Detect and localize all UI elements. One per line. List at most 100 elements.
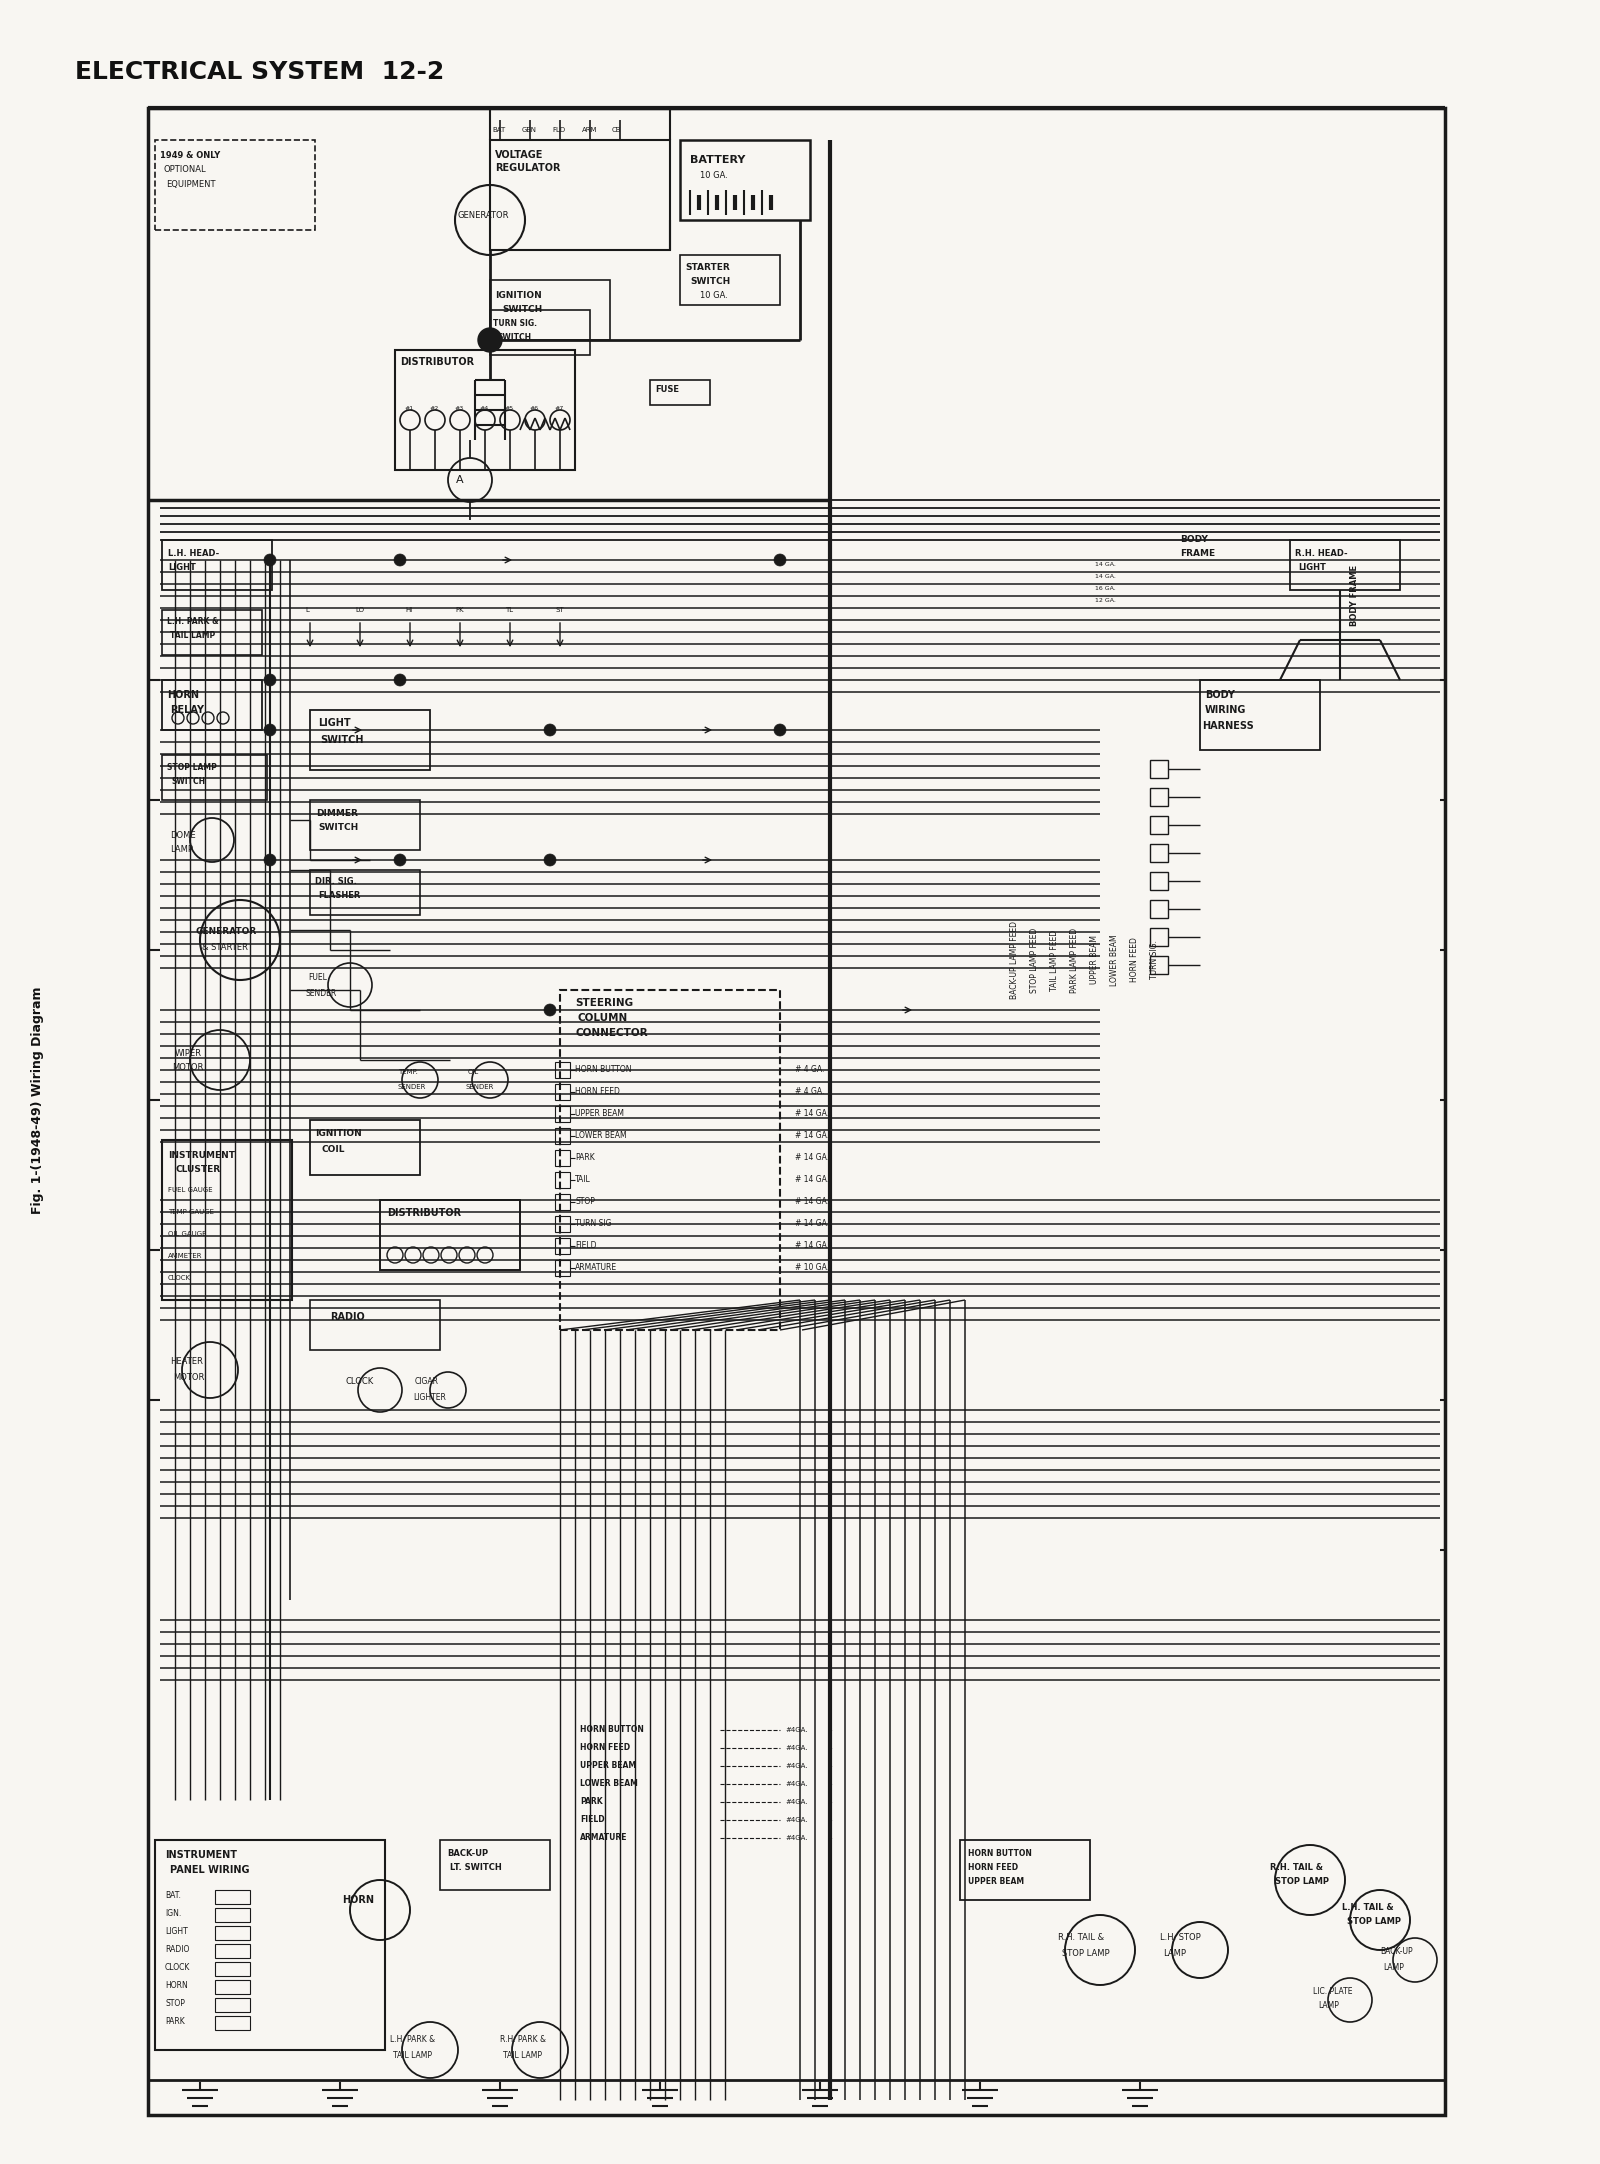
Bar xyxy=(1150,788,1168,805)
Text: HI: HI xyxy=(405,606,413,612)
Text: # 14 GA.: # 14 GA. xyxy=(795,1175,829,1184)
Text: 14 GA.: 14 GA. xyxy=(1094,573,1115,580)
Text: L.H. HEAD-: L.H. HEAD- xyxy=(168,550,219,558)
Text: LIGHT: LIGHT xyxy=(168,563,195,573)
Text: L.H. TAIL &: L.H. TAIL & xyxy=(1342,1904,1394,1913)
Bar xyxy=(555,1084,570,1099)
Text: PARK LAMP FEED: PARK LAMP FEED xyxy=(1070,928,1078,993)
Text: RADIO: RADIO xyxy=(165,1945,189,1954)
Circle shape xyxy=(544,855,557,866)
Text: SWITCH: SWITCH xyxy=(318,824,358,833)
Text: L.H. PARK &: L.H. PARK & xyxy=(390,2036,435,2045)
Bar xyxy=(1150,956,1168,974)
Text: UPPER BEAM: UPPER BEAM xyxy=(579,1761,637,1770)
Text: INSTRUMENT: INSTRUMENT xyxy=(165,1850,237,1861)
Text: 1949 & ONLY: 1949 & ONLY xyxy=(160,151,221,160)
Text: STOP: STOP xyxy=(165,2000,186,2008)
Bar xyxy=(490,279,610,340)
Text: SWITCH: SWITCH xyxy=(173,777,206,786)
Text: # 14 GA.: # 14 GA. xyxy=(795,1110,829,1119)
Text: SENDER: SENDER xyxy=(306,989,336,998)
Bar xyxy=(1150,928,1168,946)
Circle shape xyxy=(264,673,277,686)
Text: FIELD: FIELD xyxy=(574,1242,597,1251)
Text: CLOCK: CLOCK xyxy=(346,1378,373,1387)
Text: A: A xyxy=(456,476,464,485)
Text: COLUMN: COLUMN xyxy=(578,1013,627,1024)
Text: LIGHT: LIGHT xyxy=(165,1926,187,1935)
Text: -: - xyxy=(830,1727,832,1733)
Text: HORN FEED: HORN FEED xyxy=(968,1863,1018,1872)
Text: # 14 GA.: # 14 GA. xyxy=(795,1220,829,1229)
Text: # 14 GA.: # 14 GA. xyxy=(795,1197,829,1208)
Circle shape xyxy=(394,855,406,866)
Bar xyxy=(680,141,810,221)
Text: SWITCH: SWITCH xyxy=(502,305,542,314)
Text: L: L xyxy=(306,606,309,612)
Text: # 4 GA.: # 4 GA. xyxy=(795,1088,824,1097)
Text: PANEL WIRING: PANEL WIRING xyxy=(170,1865,250,1874)
Circle shape xyxy=(544,1004,557,1017)
Text: LAMP: LAMP xyxy=(1163,1948,1186,1958)
Bar xyxy=(214,1909,250,1922)
Text: -: - xyxy=(830,1781,832,1787)
Bar xyxy=(214,1889,250,1904)
Text: BATTERY: BATTERY xyxy=(690,156,746,164)
Circle shape xyxy=(394,554,406,567)
Text: WIPER: WIPER xyxy=(174,1050,202,1058)
Text: #2: #2 xyxy=(430,405,440,411)
Bar xyxy=(1150,844,1168,861)
Text: STOP LAMP: STOP LAMP xyxy=(1347,1917,1402,1926)
Text: #7: #7 xyxy=(555,405,565,411)
Bar xyxy=(555,1106,570,1121)
Text: HORN: HORN xyxy=(342,1896,374,1904)
Text: SWITCH: SWITCH xyxy=(690,277,730,286)
Text: UPPER BEAM: UPPER BEAM xyxy=(968,1878,1024,1887)
Bar xyxy=(162,679,262,729)
Bar xyxy=(310,1121,419,1175)
Bar xyxy=(1290,541,1400,591)
Bar xyxy=(310,1301,440,1350)
Bar xyxy=(960,1839,1090,1900)
Text: CLUSTER: CLUSTER xyxy=(174,1166,221,1175)
Text: #4GA.: #4GA. xyxy=(786,1764,808,1768)
Text: HEATER: HEATER xyxy=(170,1357,203,1365)
Text: COIL: COIL xyxy=(322,1145,346,1153)
Bar xyxy=(310,710,430,770)
Text: LIGHT: LIGHT xyxy=(1298,563,1326,573)
Text: LOWER BEAM: LOWER BEAM xyxy=(1110,935,1118,987)
Text: BODY: BODY xyxy=(1205,690,1235,699)
Text: IGN.: IGN. xyxy=(165,1909,181,1917)
Text: PARK: PARK xyxy=(165,2017,184,2026)
Text: CONNECTOR: CONNECTOR xyxy=(574,1028,648,1039)
Text: LOWER BEAM: LOWER BEAM xyxy=(579,1779,638,1787)
Text: -: - xyxy=(830,1835,832,1842)
Text: BACK-UP LAMP FEED: BACK-UP LAMP FEED xyxy=(1010,922,1019,1000)
Text: LAMP: LAMP xyxy=(170,846,194,855)
Text: RADIO: RADIO xyxy=(330,1311,365,1322)
Text: STEERING: STEERING xyxy=(574,998,634,1008)
Text: #4GA.: #4GA. xyxy=(786,1781,808,1787)
Text: UPPER BEAM: UPPER BEAM xyxy=(1090,935,1099,985)
Text: -: - xyxy=(830,1798,832,1805)
Bar xyxy=(214,1926,250,1939)
Text: ST: ST xyxy=(555,606,563,612)
Text: INSTRUMENT: INSTRUMENT xyxy=(168,1151,235,1160)
Circle shape xyxy=(264,725,277,736)
Text: 10 GA.: 10 GA. xyxy=(701,290,728,299)
Text: MOTOR: MOTOR xyxy=(173,1372,205,1381)
Text: LT. SWITCH: LT. SWITCH xyxy=(450,1863,502,1872)
Text: DIR. SIG.: DIR. SIG. xyxy=(315,876,357,887)
Text: LIGHT: LIGHT xyxy=(318,718,350,727)
Bar xyxy=(155,141,315,229)
Bar xyxy=(162,541,272,591)
Text: TURN SIG: TURN SIG xyxy=(574,1220,611,1229)
Text: UPPER BEAM: UPPER BEAM xyxy=(574,1110,624,1119)
Text: RELAY: RELAY xyxy=(170,705,205,714)
Text: L.H. PARK &: L.H. PARK & xyxy=(166,617,219,628)
Text: GENERATOR: GENERATOR xyxy=(195,928,258,937)
Bar xyxy=(214,1980,250,1993)
Text: 12 GA.: 12 GA. xyxy=(1094,599,1115,604)
Bar xyxy=(214,2017,250,2030)
Bar xyxy=(555,1216,570,1231)
